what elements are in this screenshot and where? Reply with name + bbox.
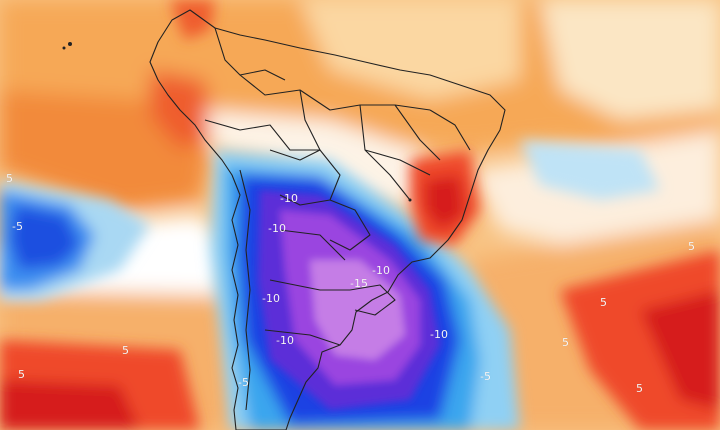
hot-region-north-coast — [170, 0, 215, 40]
border-peru-brazil — [204, 119, 320, 151]
warm-region-north — [0, 0, 720, 160]
contour-label: 5 — [18, 368, 25, 381]
border-uruguay — [349, 284, 396, 316]
contour-label: -10 — [268, 222, 286, 235]
contour-label: -10 — [372, 264, 390, 277]
contour-label: -10 — [276, 334, 294, 347]
island-marker — [68, 42, 72, 46]
cool-blob-central-atlantic — [520, 140, 660, 200]
contour-label: -5 — [12, 220, 23, 233]
contour-label: -10 — [430, 328, 448, 341]
contour-label: -5 — [238, 376, 249, 389]
contour-label: 5 — [688, 240, 695, 253]
contour-label: 5 — [562, 336, 569, 349]
border-bolivia — [269, 149, 341, 206]
coastlines-and-borders — [149, 9, 506, 430]
island-marker — [62, 46, 66, 50]
border-chile-argentina — [239, 169, 251, 411]
cold-outbreak-core-shading — [258, 190, 440, 410]
contour-label: 5 — [122, 344, 129, 357]
hot-region-brazil-southeast-core — [425, 175, 465, 230]
cold-outbreak-lilac-core — [310, 260, 405, 360]
contour-label: 5 — [6, 172, 13, 185]
warm-region-north-pale — [300, 0, 520, 100]
islands — [62, 42, 412, 202]
hot-region-south-atlantic-core — [640, 290, 720, 410]
contour-labels: -10 -10 -10 -10 -10 -15 -10 -5 -5 5 5 5 … — [6, 172, 695, 395]
contour-label: -10 — [280, 192, 298, 205]
hot-region-south-pacific-core — [0, 380, 140, 430]
border-paraguay — [329, 199, 371, 251]
contour-label: -10 — [262, 292, 280, 305]
south-america-coastline — [149, 9, 506, 430]
border-argentina-provinces — [264, 229, 350, 346]
border-brazil-states — [299, 89, 471, 201]
contour-label: 5 — [600, 296, 607, 309]
contour-label: -15 — [350, 277, 368, 290]
contour-label: -5 — [480, 370, 491, 383]
warm-region-northeast-pale — [540, 0, 720, 120]
contour-label: 5 — [636, 382, 643, 395]
cool-blob-west-core — [10, 205, 80, 270]
island-marker — [408, 198, 412, 202]
